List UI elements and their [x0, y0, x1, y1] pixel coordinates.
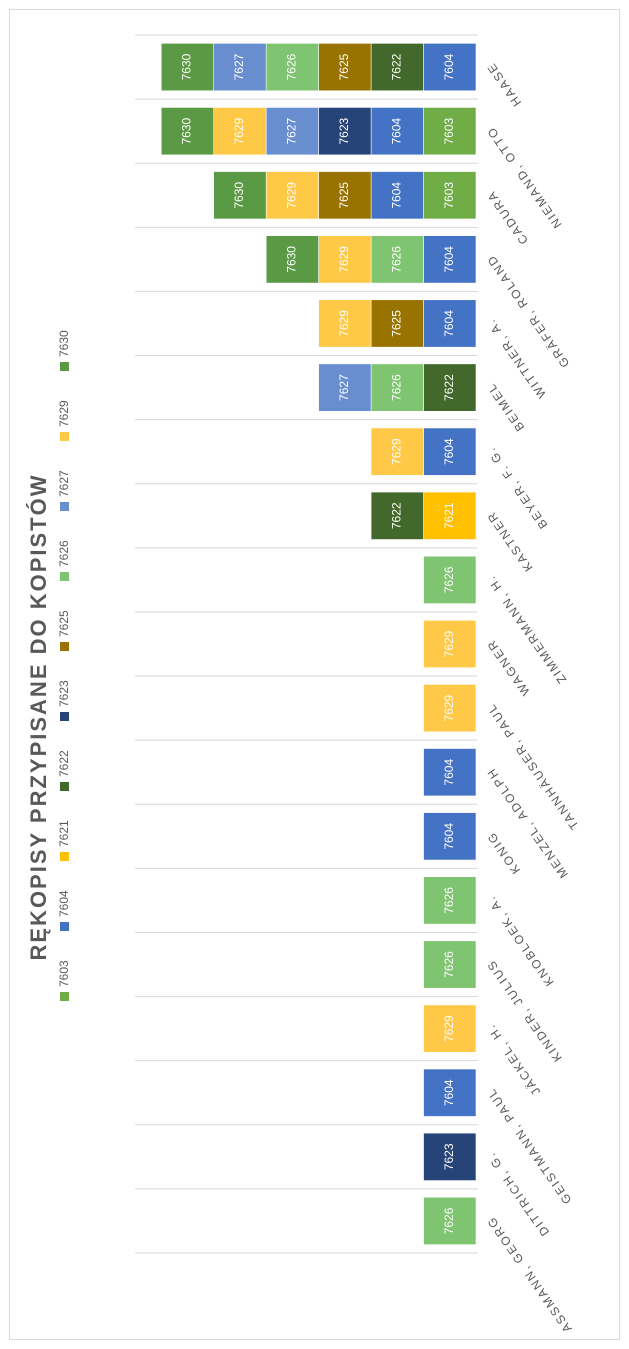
data-label: 7630	[232, 182, 246, 209]
data-label: 7630	[180, 53, 194, 80]
data-label: 7629	[389, 438, 403, 465]
data-label: 7625	[337, 53, 351, 80]
x-tick-label: GRÄFER, ROLAND	[484, 252, 573, 370]
data-label: 7626	[285, 53, 299, 80]
data-label: 7629	[285, 182, 299, 209]
data-label: 7626	[389, 246, 403, 273]
legend-label: 7626	[57, 540, 71, 567]
data-label: 7603	[442, 117, 456, 144]
data-label: 7604	[442, 53, 456, 80]
data-label: 7603	[442, 182, 456, 209]
legend-swatch	[60, 642, 69, 651]
bar-segment	[213, 171, 267, 220]
bar-segment	[423, 1196, 477, 1245]
bar-segment	[160, 43, 214, 92]
legend-label: 7623	[57, 680, 71, 707]
x-tick-label: KONIG	[484, 829, 523, 877]
data-label: 7604	[442, 438, 456, 465]
bar-segment	[423, 876, 477, 925]
legend-swatch	[60, 782, 69, 791]
data-label: 7626	[442, 566, 456, 593]
legend-label: 7629	[57, 400, 71, 427]
legend-label: 7625	[57, 610, 71, 637]
data-label: 7625	[337, 182, 351, 209]
plot-group: RĘKOPISY PRZYPISANE DO KOPISTÓW 7626 ASSM…	[26, 34, 582, 1335]
bar-segment	[423, 1132, 477, 1181]
data-label: 7626	[442, 951, 456, 978]
legend-label: 7627	[57, 470, 71, 497]
chart-frame	[9, 9, 620, 1340]
legend-label: 7622	[57, 750, 71, 777]
legend-swatch	[60, 432, 69, 441]
data-label: 7622	[442, 374, 456, 401]
data-label: 7626	[389, 374, 403, 401]
x-tick-label: TANNHÄUSER, PAUL	[484, 701, 582, 833]
x-tick-label: KINDER, JULIUS	[484, 957, 565, 1064]
bar-segment	[370, 427, 424, 476]
data-label: 7623	[337, 117, 351, 144]
data-label: 7630	[285, 246, 299, 273]
data-label: 7604	[442, 823, 456, 850]
bar-segment	[423, 619, 477, 669]
data-label: 7604	[389, 117, 403, 144]
x-tick-label: HAASE	[484, 60, 525, 110]
data-label: 7627	[232, 53, 246, 80]
bar-segment	[318, 363, 372, 412]
data-label: 7629	[337, 310, 351, 337]
data-label: 7629	[442, 694, 456, 721]
bar-segment	[160, 107, 214, 156]
legend-swatch	[60, 852, 69, 861]
x-tick-label: ZIMMERMANN, H.	[484, 572, 570, 686]
legend-swatch	[60, 502, 69, 511]
legend-label: 7621	[57, 820, 71, 847]
data-label: 7622	[389, 502, 403, 529]
data-label: 7623	[442, 1143, 456, 1170]
x-tick-label: BEIMEL	[484, 380, 528, 434]
data-label: 7604	[442, 759, 456, 786]
legend-swatch	[60, 922, 69, 931]
data-label: 7622	[389, 53, 403, 80]
x-tick-label: MENZEL, ADOLPH	[484, 765, 571, 881]
x-tick-label: GEISTMANN, PAUL	[484, 1085, 575, 1206]
chart-title: RĘKOPISY PRZYPISANE DO KOPISTÓW	[26, 474, 51, 961]
bar-segment	[423, 748, 477, 797]
bar-segment	[423, 684, 477, 733]
legend-label: 7603	[57, 960, 71, 987]
legend-swatch	[60, 992, 69, 1001]
data-label: 7629	[337, 246, 351, 273]
legend-swatch	[60, 712, 69, 721]
data-label: 7626	[442, 887, 456, 914]
data-label: 7630	[180, 117, 194, 144]
data-label: 7604	[442, 1079, 456, 1106]
x-tick-label: CADURA	[484, 188, 531, 247]
data-label: 7627	[285, 117, 299, 144]
bar-segment	[265, 235, 319, 284]
bar-segment	[423, 1068, 477, 1117]
x-tick-label: ASSMANN, GEORG	[484, 1213, 575, 1335]
x-tick-label: KASTNER	[484, 508, 536, 574]
legend-label: 7604	[57, 890, 71, 917]
legend-swatch	[60, 362, 69, 371]
bar-segment	[370, 491, 424, 540]
data-label: 7627	[337, 374, 351, 401]
data-label: 7629	[232, 117, 246, 144]
data-label: 7604	[389, 182, 403, 209]
bar-segment	[423, 940, 477, 989]
data-label: 7604	[442, 246, 456, 273]
legend-label: 7630	[57, 330, 71, 357]
data-label: 7629	[442, 630, 456, 657]
data-label: 7625	[389, 310, 403, 337]
data-label: 7626	[442, 1207, 456, 1234]
bar-segment	[423, 812, 477, 861]
bar-segment	[423, 1004, 477, 1053]
data-label: 7629	[442, 1015, 456, 1042]
data-label: 7604	[442, 310, 456, 337]
bar-segment	[423, 555, 477, 604]
bar-segment	[318, 299, 372, 348]
data-label: 7621	[442, 502, 456, 529]
legend-swatch	[60, 572, 69, 581]
x-tick-label: WAGNER	[484, 636, 533, 698]
